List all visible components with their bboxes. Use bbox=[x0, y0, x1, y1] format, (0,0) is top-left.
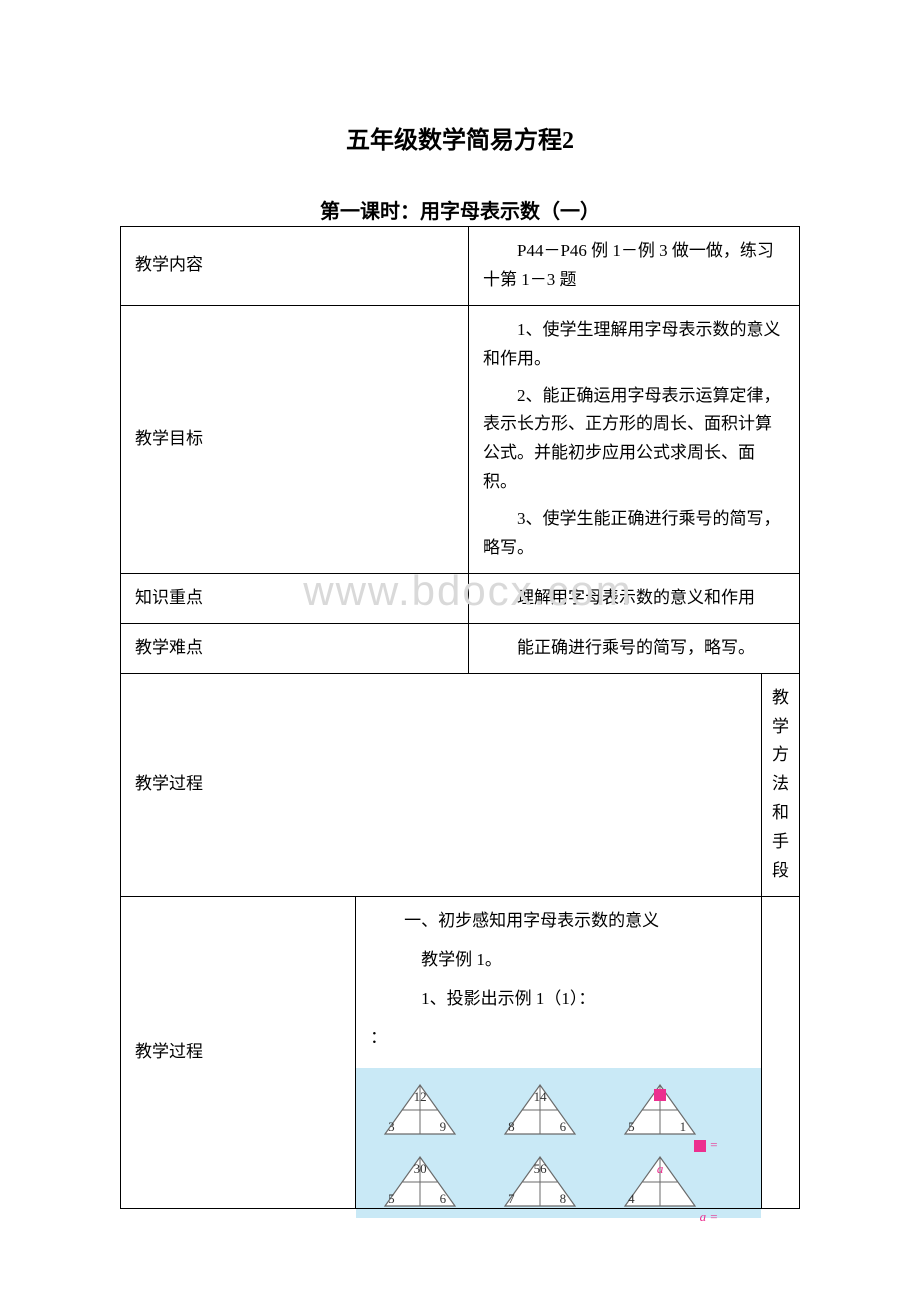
equation-label: = bbox=[694, 1134, 718, 1156]
label-text: 教学难点 bbox=[135, 638, 203, 657]
process-colon: ： bbox=[370, 1024, 747, 1053]
objective-item: 2、能正确运用字母表示运算定律，表示长方形、正方形的周长、面积计算公式。并能初步… bbox=[483, 382, 785, 498]
keypoint-label-cell: 知识重点 www.bdocx.com bbox=[121, 573, 469, 623]
label-text: 教学过程 bbox=[135, 1042, 203, 1061]
value-text: 理解用字母表示数的意义和作用 bbox=[483, 588, 755, 607]
process-content-cell: 一、初步感知用字母表示数的意义 教学例 1。 1、投影出示例 1（1）： ： 1… bbox=[356, 896, 762, 1209]
content-label-cell: 教学内容 bbox=[121, 227, 469, 306]
table-row: 教学过程 一、初步感知用字母表示数的意义 教学例 1。 1、投影出示例 1（1）… bbox=[121, 896, 800, 1209]
process-line: 教学例 1。 bbox=[370, 946, 747, 975]
table-row: 教学目标 1、使学生理解用字母表示数的意义和作用。 2、能正确运用字母表示运算定… bbox=[121, 305, 800, 573]
triangle-bottom-left: 8 bbox=[508, 1116, 515, 1138]
triangle-bottom-left: 3 bbox=[388, 1116, 395, 1138]
label-text: 知识重点 bbox=[135, 588, 203, 607]
process-left-cell: 教学过程 bbox=[121, 896, 356, 1209]
triangle-top-value: 12 bbox=[380, 1086, 460, 1108]
triangle-top-value: 56 bbox=[500, 1158, 580, 1180]
keypoint-value-cell: 理解用字母表示数的意义和作用 bbox=[468, 573, 799, 623]
objective-label-cell: 教学目标 bbox=[121, 305, 469, 573]
process-line: 一、初步感知用字母表示数的意义 bbox=[370, 907, 747, 936]
triangle-unit: a4a = bbox=[620, 1154, 700, 1212]
triangle-bottom-right: 8 bbox=[560, 1188, 567, 1210]
method-body-cell bbox=[762, 896, 800, 1209]
triangle-diagram: 1239148651 = 30565678a4a = bbox=[356, 1068, 761, 1218]
process-line: 1、投影出示例 1（1）： bbox=[370, 985, 747, 1014]
triangle-bottom-left: 5 bbox=[628, 1116, 635, 1138]
triangle-top-value: a bbox=[620, 1158, 700, 1180]
method-header-cell: 教学方法和手段 bbox=[762, 673, 800, 896]
triangle-bottom-left: 7 bbox=[508, 1188, 515, 1210]
triangle-bottom-left: 5 bbox=[388, 1188, 395, 1210]
objective-item: 3、使学生能正确进行乘号的简写，略写。 bbox=[483, 505, 785, 563]
triangle-bottom-right: 6 bbox=[440, 1188, 447, 1210]
triangle-bottom-right: 1 bbox=[680, 1116, 687, 1138]
triangle-unit: 14 8 6 bbox=[500, 1082, 580, 1140]
triangle-bottom-left: 4 bbox=[628, 1188, 635, 1210]
table-row: 教学过程 教学方法和手段 bbox=[121, 673, 800, 896]
triangle-unit: 30 5 6 bbox=[380, 1154, 460, 1212]
triangle-unit: 12 3 9 bbox=[380, 1082, 460, 1140]
triangle-top-value: 30 bbox=[380, 1158, 460, 1180]
triangle-top-value: 14 bbox=[500, 1086, 580, 1108]
label-text: 教学内容 bbox=[135, 255, 203, 274]
equation-label: a = bbox=[700, 1206, 719, 1228]
lesson-plan-table: 教学内容 P44－P46 例 1－例 3 做一做，练习十第 1－3 题 教学目标… bbox=[120, 226, 800, 1209]
value-text: 能正确进行乘号的简写，略写。 bbox=[483, 638, 755, 657]
diagram-row: 1239148651 = bbox=[364, 1082, 753, 1140]
section-title: 第一课时：用字母表示数（一） bbox=[120, 195, 800, 224]
table-row: 教学难点 能正确进行乘号的简写，略写。 bbox=[121, 623, 800, 673]
triangle-bottom-right: 9 bbox=[440, 1116, 447, 1138]
content-value-cell: P44－P46 例 1－例 3 做一做，练习十第 1－3 题 bbox=[468, 227, 799, 306]
triangle-unit: 56 7 8 bbox=[500, 1154, 580, 1212]
document-title: 五年级数学简易方程2 bbox=[120, 120, 800, 155]
table-row: 知识重点 www.bdocx.com 理解用字母表示数的意义和作用 bbox=[121, 573, 800, 623]
label-text: 教学过程 bbox=[135, 774, 203, 793]
objective-item: 1、使学生理解用字母表示数的意义和作用。 bbox=[483, 316, 785, 374]
diagram-row: 30565678a4a = bbox=[364, 1154, 753, 1212]
objective-value-cell: 1、使学生理解用字母表示数的意义和作用。 2、能正确运用字母表示运算定律，表示长… bbox=[468, 305, 799, 573]
table-row: 教学内容 P44－P46 例 1－例 3 做一做，练习十第 1－3 题 bbox=[121, 227, 800, 306]
difficulty-label-cell: 教学难点 bbox=[121, 623, 469, 673]
triangle-top-value bbox=[620, 1086, 700, 1108]
triangle-unit: 51 = bbox=[620, 1082, 700, 1140]
label-text: 教学方法和手段 bbox=[772, 688, 789, 880]
value-text: P44－P46 例 1－例 3 做一做，练习十第 1－3 题 bbox=[483, 241, 774, 289]
pink-square-icon bbox=[654, 1089, 666, 1101]
process-header-cell: 教学过程 bbox=[121, 673, 762, 896]
difficulty-value-cell: 能正确进行乘号的简写，略写。 bbox=[468, 623, 799, 673]
label-text: 教学目标 bbox=[135, 429, 203, 448]
triangle-bottom-right: 6 bbox=[560, 1116, 567, 1138]
